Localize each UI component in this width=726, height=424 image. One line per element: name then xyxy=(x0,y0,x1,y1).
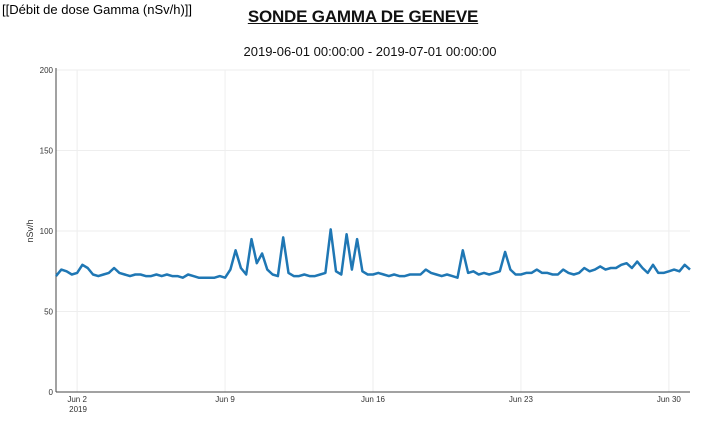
x-tick-label: Jun 16 xyxy=(361,395,386,404)
y-tick-label: 200 xyxy=(40,66,54,75)
grid-lines xyxy=(56,69,690,392)
series-layer xyxy=(55,228,691,279)
y-tick-label: 50 xyxy=(44,308,53,317)
x-tick-label: Jun 30 xyxy=(657,395,682,404)
y-tick-label: 100 xyxy=(40,227,54,236)
y-tick-label: 150 xyxy=(40,147,54,156)
x-tick-label: Jun 2 xyxy=(67,395,87,404)
x-tick-label: Jun 23 xyxy=(509,395,534,404)
chart-title: SONDE GAMMA DE GENEVE xyxy=(247,7,479,26)
y-tick-label: 0 xyxy=(49,388,54,397)
y-axis-title: nSv/h xyxy=(25,219,35,242)
chart-source-label: [[Débit de dose Gamma (nSv/h)]] xyxy=(2,2,193,17)
series-line-gamma-dose xyxy=(55,228,691,279)
x-tick-label: Jun 9 xyxy=(215,395,235,404)
x-tick-year-label: 2019 xyxy=(69,405,87,414)
date-range-subtitle: 2019-06-01 00:00:00 - 2019-07-01 00:00:0… xyxy=(243,44,497,59)
axes xyxy=(55,68,690,393)
